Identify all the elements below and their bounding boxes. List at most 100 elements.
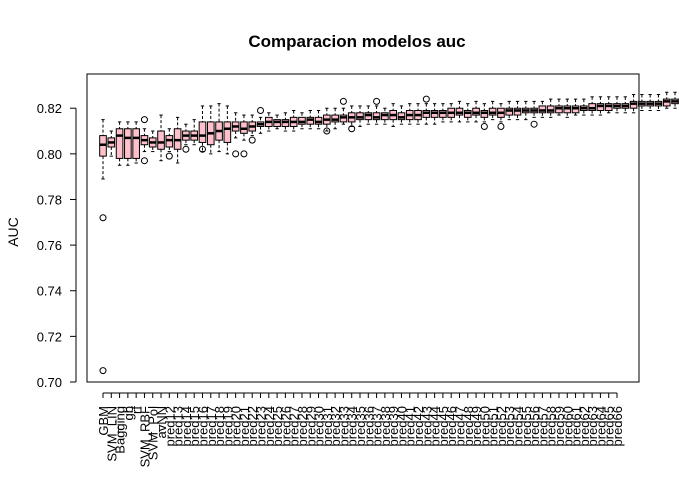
y-tick-label: 0.80 [37,147,62,162]
box-pred35 [356,105,364,127]
y-tick-label: 0.76 [37,238,62,253]
box-pred19 [223,105,232,155]
box-pred56 [530,100,538,128]
box-pred38 [381,107,389,125]
box-pred37 [372,97,381,125]
x-tick-label: pred63 [585,406,600,446]
outlier-point [140,116,148,124]
box-undefined [646,94,654,112]
box-pred41 [405,103,414,125]
y-tick-label: 0.82 [37,101,62,116]
x-tick-label: pred16 [195,406,210,446]
box-iqr [198,121,207,143]
x-tick-label: pred33 [336,406,351,446]
box-SVM_Pol [148,130,157,153]
x-tick-label: pred51 [486,406,501,446]
x-tick-label: pred58 [544,406,559,446]
x-tick-label: pred18 [212,406,227,446]
box-avNN [157,114,165,162]
box-pred39 [389,103,397,127]
box-pred14 [182,123,190,153]
x-tick-label: pred49 [469,406,484,446]
box-pred57 [538,100,547,118]
box-pred17 [206,105,215,155]
box-pred63 [588,96,596,116]
x-tick-label: pred46 [444,406,459,446]
box-pred33 [339,97,348,125]
x-tick-label: pred17 [204,406,219,446]
box-pred48 [463,103,472,123]
box-rf [132,121,140,164]
box-pred40 [397,105,406,125]
box-undefined [671,91,679,109]
x-tick-label: pred28 [295,406,310,446]
box-pred18 [215,103,223,153]
box-undefined [654,94,663,112]
outlier-point [240,150,248,158]
box-pred55 [521,100,530,121]
x-tick-label: pred61 [569,406,584,446]
x-tick-label: pred12 [162,406,177,446]
outlier-point [232,150,240,158]
box-pred23 [256,107,265,134]
box-pred28 [298,112,306,130]
x-tick-label: SVM_Pol [146,406,161,460]
outlier-point [248,136,256,144]
box-undefined [629,94,638,114]
box-pred54 [513,100,522,121]
outlier-point [422,95,430,103]
x-tick-label: pred59 [552,406,567,446]
box-iqr [157,130,165,150]
outlier-point [99,367,107,375]
box-pred59 [555,98,563,116]
x-tick-label: pred45 [436,406,451,446]
box-pred66 [613,96,621,114]
outlier-point [530,120,538,128]
y-tick-label: 0.74 [37,284,62,299]
x-tick-label: pred57 [535,406,550,446]
box-pred13 [173,116,182,164]
x-tick-label: pred35 [353,406,368,446]
x-tick-label: pred26 [278,406,293,446]
x-tick-label: pred42 [411,406,426,446]
box-iqr [124,128,132,159]
box-pred42 [414,103,422,125]
x-tick-label: pred44 [428,406,443,446]
x-tick-label: pred32 [328,406,343,446]
outlier-point [198,145,206,153]
box-pred64 [596,96,605,116]
x-tick-label: pred48 [461,406,476,446]
box-pred21 [240,114,248,158]
x-tick-label: pred23 [254,406,269,446]
x-tick-label: pred60 [560,406,575,446]
x-tick-label: pred34 [345,406,360,446]
box-pred15 [190,119,199,146]
x-tick-label: GBM [96,406,111,436]
box-pred29 [306,110,315,130]
outlier-point [348,125,356,133]
x-tick-label: pred22 [245,406,260,446]
x-tick-labels: GBMSVM_LINBagginggbrfSVM_RBFSVM_PolavNNp… [96,392,625,467]
box-iqr [115,128,124,159]
x-tick-label: pred21 [237,406,252,446]
x-tick-label: gb [121,406,136,420]
box-pred20 [231,112,240,158]
box-pred12 [165,128,174,160]
outlier-point [323,127,331,135]
x-tick-label: pred13 [171,406,186,446]
x-tick-label: pred41 [403,406,418,446]
y-tick-label: 0.72 [37,329,62,344]
x-tick-label: pred53 [502,406,517,446]
outlier-point [257,107,265,115]
x-tick-label: avNN [154,406,169,439]
box-pred61 [571,98,580,116]
box-GBM [99,119,107,375]
box-pred26 [281,112,290,132]
x-tick-label: pred20 [229,406,244,446]
boxes-group [99,91,679,375]
box-pred36 [364,105,373,125]
x-tick-label: pred40 [394,406,409,446]
box-pred32 [331,107,339,130]
box-pred60 [563,98,572,118]
